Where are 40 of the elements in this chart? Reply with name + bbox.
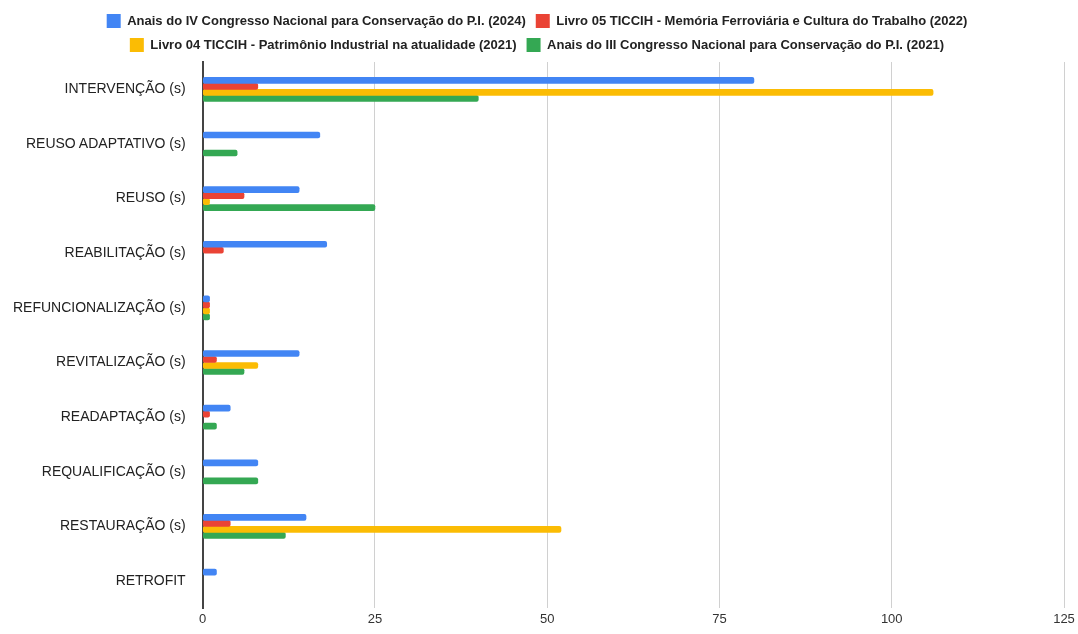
y-tick-label: RESTAURAÇÃO (s) xyxy=(59,517,186,534)
y-tick-label: REUSO (s) xyxy=(115,189,186,206)
bar xyxy=(202,459,259,467)
bar xyxy=(202,520,231,527)
y-tick-label: REUSO ADAPTATIVO (s) xyxy=(25,134,186,151)
legend-label: Livro 05 TICCIH - Memória Ferroviária e Cultura do Trabalho (2022) xyxy=(556,12,968,28)
bar xyxy=(202,350,300,357)
y-tick-label: READAPTAÇÃO (s) xyxy=(60,408,186,425)
y-tick-label: RETROFIT xyxy=(115,571,187,588)
y-tick-label: INTERVENÇÃO (s) xyxy=(64,80,186,97)
bar xyxy=(202,404,231,412)
legend-label: Anais do III Congresso Nacional para Conservação do P.I. (2021) xyxy=(547,36,945,52)
bar xyxy=(202,88,934,96)
bar xyxy=(202,204,376,211)
bar xyxy=(202,246,224,254)
y-tick-label: REQUALIFICAÇÃO (s) xyxy=(41,462,186,479)
legend-label: Anais do IV Congresso Nacional para Conservação do P.I. (2024) xyxy=(127,12,526,28)
bar xyxy=(202,131,321,139)
x-tick-label: 100 xyxy=(880,610,903,626)
bar xyxy=(202,532,286,539)
bar xyxy=(202,192,245,199)
y-tick-label: REVITALIZAÇÃO (s) xyxy=(56,353,186,370)
legend-label: Livro 04 TICCIH - Patrimônio Industrial na atualidade (2021) xyxy=(150,36,517,52)
x-tick-label: 0 xyxy=(199,610,207,626)
x-tick-label: 50 xyxy=(539,610,555,626)
bar xyxy=(202,240,328,248)
bar xyxy=(202,76,755,84)
bar xyxy=(202,186,300,193)
x-tick-label: 75 xyxy=(712,610,727,626)
bar xyxy=(202,526,562,533)
bar xyxy=(202,149,238,157)
x-tick-label: 25 xyxy=(367,610,383,626)
y-tick-label: REFUNCIONALIZAÇÃO (s) xyxy=(12,298,186,315)
bar xyxy=(202,94,479,102)
x-tick-label: 125 xyxy=(1053,610,1075,626)
bar xyxy=(202,514,307,521)
y-tick-label: REABILITAÇÃO (s) xyxy=(64,244,186,261)
bar xyxy=(202,82,259,90)
bar xyxy=(202,477,259,485)
bar xyxy=(202,362,259,369)
